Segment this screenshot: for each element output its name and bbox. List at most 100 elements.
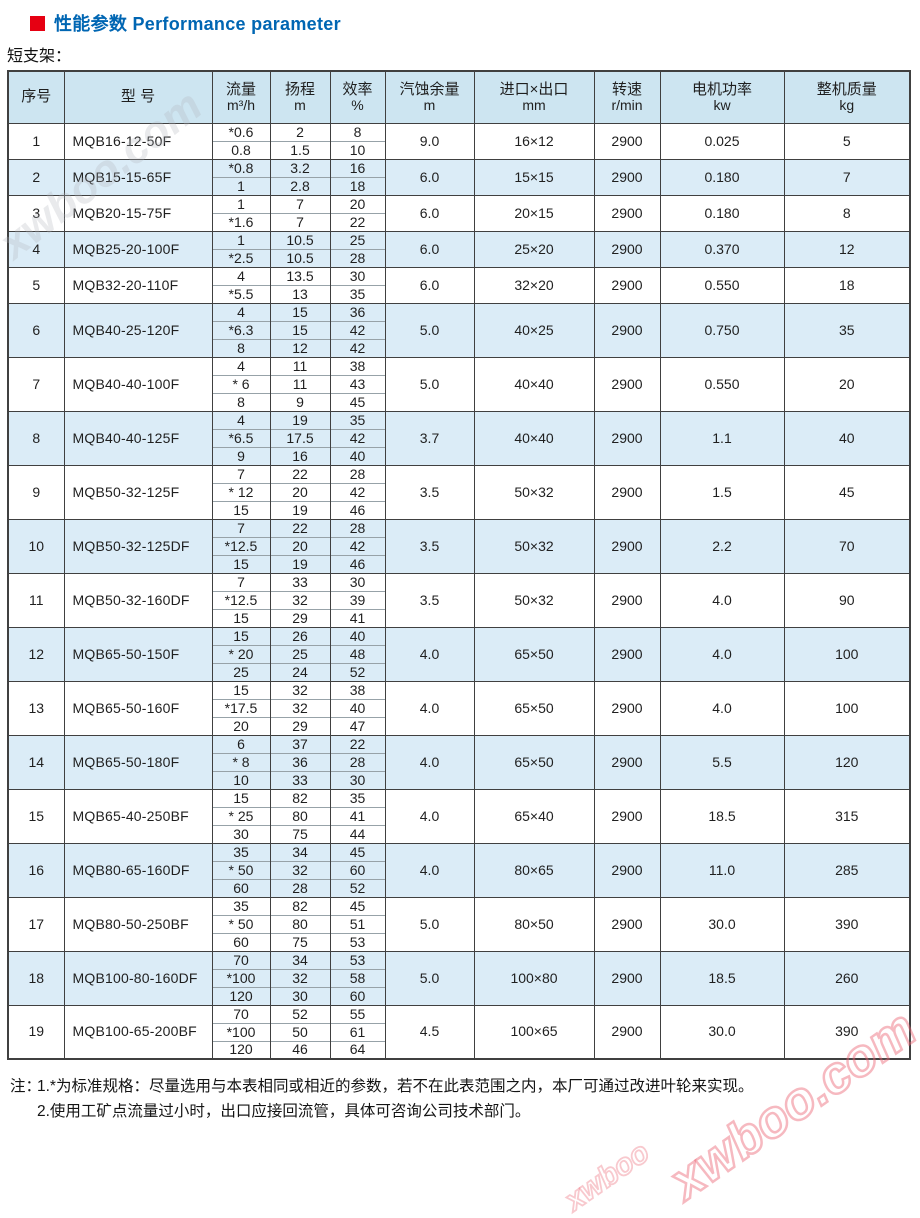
table-cell: 20×15 bbox=[473, 194, 595, 231]
table-header: 序号 型 号 流量 m³/h 扬程 m 效率% 汽蚀余量 m 进口×出口 mm 转速 r/… bbox=[7, 71, 911, 124]
table-cell: 15 bbox=[211, 626, 271, 645]
page-title: 性能参数 Performance parameter bbox=[54, 14, 341, 34]
table-row: 25 24 52 bbox=[8, 662, 910, 681]
table-cell: 6.0 bbox=[384, 230, 475, 267]
table-cell: 9 bbox=[269, 392, 331, 411]
table-cell: 3.7 bbox=[384, 410, 475, 465]
table-cell: 30 bbox=[211, 824, 271, 843]
table-cell: 4.0 bbox=[659, 626, 785, 681]
table-row: 120 46 64 bbox=[8, 1040, 910, 1059]
table-cell: 33 bbox=[269, 770, 331, 789]
table-row: 0.8 1.5 10 bbox=[8, 140, 910, 159]
table-cell: 48 bbox=[329, 644, 386, 663]
header-speed: 转速 r/min bbox=[593, 71, 661, 124]
table-cell: 51 bbox=[329, 914, 386, 933]
table-cell: 2900 bbox=[593, 410, 661, 465]
table-row: 1 2.8 18 bbox=[8, 176, 910, 195]
table-cell: 5.0 bbox=[384, 302, 475, 357]
table-cell: *0.6 bbox=[211, 122, 271, 141]
table-cell: 13.5 bbox=[269, 266, 331, 285]
table-cell: 22 bbox=[269, 518, 331, 537]
table-cell: 0.180 bbox=[659, 194, 785, 231]
table-row: 6 MQB40-25-120F 4 15 36 5.0 40×25 2900 0.750 35 bbox=[7, 302, 911, 357]
table-cell: 0.8 bbox=[211, 140, 271, 159]
table-row: 120 30 60 bbox=[8, 986, 910, 1005]
table-cell: 36 bbox=[329, 302, 386, 321]
table-cell: 11.0 bbox=[659, 842, 785, 897]
table-cell: 34 bbox=[269, 842, 331, 861]
table-cell: 50 bbox=[269, 1022, 331, 1041]
table-cell: 18 bbox=[7, 950, 65, 1005]
table-cell: 45 bbox=[329, 392, 386, 411]
table-cell: 4 bbox=[211, 266, 271, 285]
table-cell: 2900 bbox=[593, 194, 661, 231]
table-cell: 75 bbox=[269, 932, 331, 951]
table-cell: 90 bbox=[783, 572, 911, 627]
table-cell: 19 bbox=[7, 1004, 65, 1059]
table-cell: *12.5 bbox=[211, 536, 271, 555]
table-cell: 25 bbox=[211, 662, 271, 681]
table-cell: 42 bbox=[329, 536, 386, 555]
table-cell: 4.5 bbox=[384, 1004, 475, 1059]
table-cell: 11 bbox=[269, 374, 331, 393]
table-cell: 120 bbox=[211, 986, 271, 1005]
table-cell: 3.2 bbox=[269, 158, 331, 177]
table-row: 15 19 46 bbox=[8, 500, 910, 519]
table-cell: 2.2 bbox=[659, 518, 785, 573]
table-cell: 15 bbox=[269, 320, 331, 339]
table-row: 17 MQB80-50-250BF 35 82 45 5.0 80×50 2900 30.0 39… bbox=[7, 896, 911, 951]
table-row: 4 MQB25-20-100F 1 10.5 25 6.0 25×20 2900 0.370 12 bbox=[7, 230, 911, 267]
table-cell: 120 bbox=[211, 1040, 271, 1059]
table-cell: 20 bbox=[783, 356, 911, 411]
table-cell: 5.0 bbox=[384, 356, 475, 411]
table-cell: 70 bbox=[211, 950, 271, 969]
table-cell: 80 bbox=[269, 914, 331, 933]
table-cell: 16×12 bbox=[473, 122, 595, 159]
table-cell: 2900 bbox=[593, 266, 661, 303]
table-cell: 12 bbox=[269, 338, 331, 357]
table-row: 60 28 52 bbox=[8, 878, 910, 897]
table-cell: *100 bbox=[211, 968, 271, 987]
table-cell: 100×80 bbox=[473, 950, 595, 1005]
table-cell: 8 bbox=[329, 122, 386, 141]
table-cell: 42 bbox=[329, 320, 386, 339]
table-cell: 28 bbox=[329, 464, 386, 483]
table-cell: 2900 bbox=[593, 1004, 661, 1059]
table-cell: 120 bbox=[783, 734, 911, 789]
table-cell: 32 bbox=[269, 680, 331, 699]
table-cell: 61 bbox=[329, 1022, 386, 1041]
table-cell: 25 bbox=[269, 644, 331, 663]
table-row: 15 MQB65-40-250BF 15 82 35 4.0 65×40 2900 18.5 31… bbox=[7, 788, 911, 843]
table-cell: 8 bbox=[783, 194, 911, 231]
table-cell: 29 bbox=[269, 608, 331, 627]
table-cell: 16 bbox=[329, 158, 386, 177]
table-cell: 4 bbox=[211, 356, 271, 375]
table-cell: 2900 bbox=[593, 950, 661, 1005]
table-row: *6.3 15 42 bbox=[8, 320, 910, 339]
table-cell: 6 bbox=[7, 302, 65, 357]
table-cell: 3.5 bbox=[384, 572, 475, 627]
table-row: * 12 20 42 bbox=[8, 482, 910, 501]
table-cell: 82 bbox=[269, 896, 331, 915]
table-cell: 2900 bbox=[593, 464, 661, 519]
table-cell: 30 bbox=[329, 572, 386, 591]
table-cell: 35 bbox=[211, 842, 271, 861]
table-cell: MQB50-32-160DF bbox=[63, 572, 213, 627]
table-row: 15 19 46 bbox=[8, 554, 910, 573]
table-cell: 4.0 bbox=[384, 626, 475, 681]
table-cell: 2900 bbox=[593, 356, 661, 411]
table-cell: 0.370 bbox=[659, 230, 785, 267]
table-cell: 44 bbox=[329, 824, 386, 843]
table-cell: 20 bbox=[269, 536, 331, 555]
table-body: 1 MQB16-12-50F *0.6 2 8 9.0 16×12 2900 0.025 5 0.8… bbox=[7, 122, 911, 1059]
table-cell: 100 bbox=[783, 626, 911, 681]
table-cell: MQB100-65-200BF bbox=[63, 1004, 213, 1059]
table-cell: 32 bbox=[269, 698, 331, 717]
table-cell: 17.5 bbox=[269, 428, 331, 447]
table-row: *1.6 7 22 bbox=[8, 212, 910, 231]
table-cell: 46 bbox=[329, 500, 386, 519]
table-cell: 15 bbox=[211, 554, 271, 573]
table-row: * 25 80 41 bbox=[8, 806, 910, 825]
table-cell: 1.5 bbox=[269, 140, 331, 159]
table-cell: 28 bbox=[329, 518, 386, 537]
